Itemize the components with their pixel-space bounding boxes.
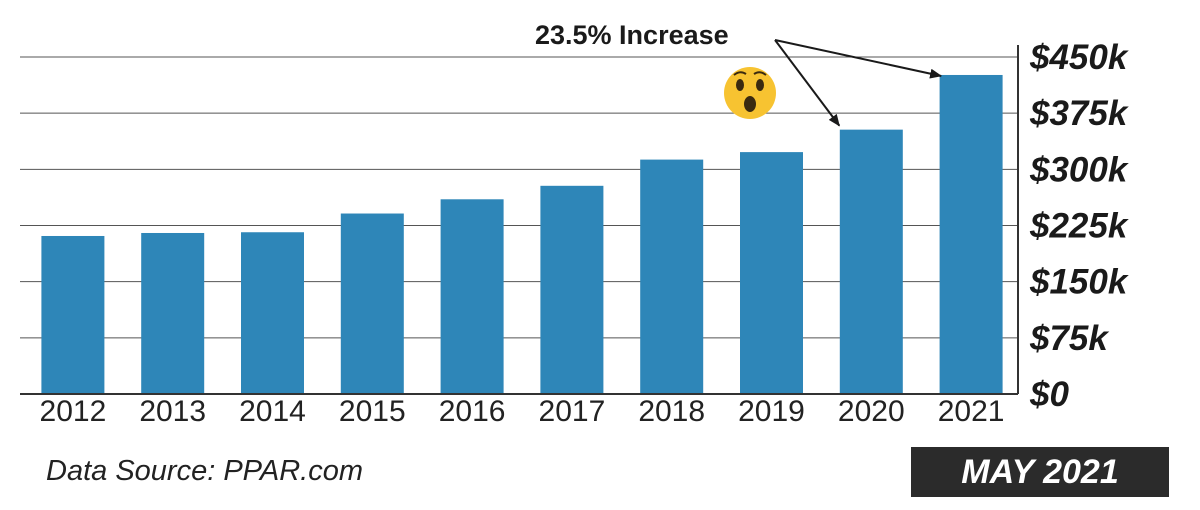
- annotation-arrow-2021: [774, 39, 943, 79]
- bar-2017: [540, 185, 604, 394]
- x-tick-label: 2012: [40, 395, 107, 428]
- x-tick-label: 2015: [339, 395, 406, 428]
- bar-2014: [241, 232, 304, 394]
- x-tick-label: 2020: [838, 395, 905, 428]
- bar-2016: [440, 199, 504, 394]
- bar-2019: [740, 152, 803, 394]
- x-tick-label: 2016: [439, 395, 506, 428]
- y-tick-label: $75k: [1029, 319, 1109, 358]
- x-tick-labels: 2012 2013 2014 2015 2016 2017 2018 2019 2020 2021: [40, 395, 1005, 428]
- y-tick-label: $0: [1029, 375, 1069, 414]
- y-tick-labels: $0 $75k $150k $225k $300k $375k $450k: [1029, 38, 1129, 414]
- y-tick-label: $300k: [1029, 150, 1129, 189]
- annotation-arrow-2020: [774, 39, 841, 127]
- y-tick-label: $450k: [1029, 38, 1129, 77]
- bar-2021: [939, 74, 1003, 395]
- y-tick-label: $225k: [1029, 207, 1129, 246]
- date-badge: MAY 2021: [911, 447, 1169, 497]
- bars: [41, 74, 1003, 395]
- bar-2018: [640, 159, 704, 394]
- x-tick-label: 2017: [539, 395, 606, 428]
- x-tick-label: 2013: [139, 395, 206, 428]
- y-tick-label: $375k: [1029, 94, 1129, 133]
- annotation-text: 23.5% Increase: [535, 20, 729, 50]
- bar-2012: [41, 235, 105, 394]
- x-tick-label: 2018: [638, 395, 705, 428]
- x-tick-label: 2021: [938, 395, 1005, 428]
- x-tick-label: 2019: [738, 395, 805, 428]
- annotation: 23.5% Increase: [535, 20, 943, 127]
- data-source: Data Source: PPAR.com: [46, 455, 363, 487]
- astonished-face-icon: [724, 67, 776, 119]
- y-tick-label: $150k: [1029, 263, 1129, 302]
- x-tick-label: 2014: [239, 395, 306, 428]
- bar-2013: [141, 232, 205, 394]
- bar-2020: [839, 129, 903, 395]
- bar-2015: [340, 213, 404, 394]
